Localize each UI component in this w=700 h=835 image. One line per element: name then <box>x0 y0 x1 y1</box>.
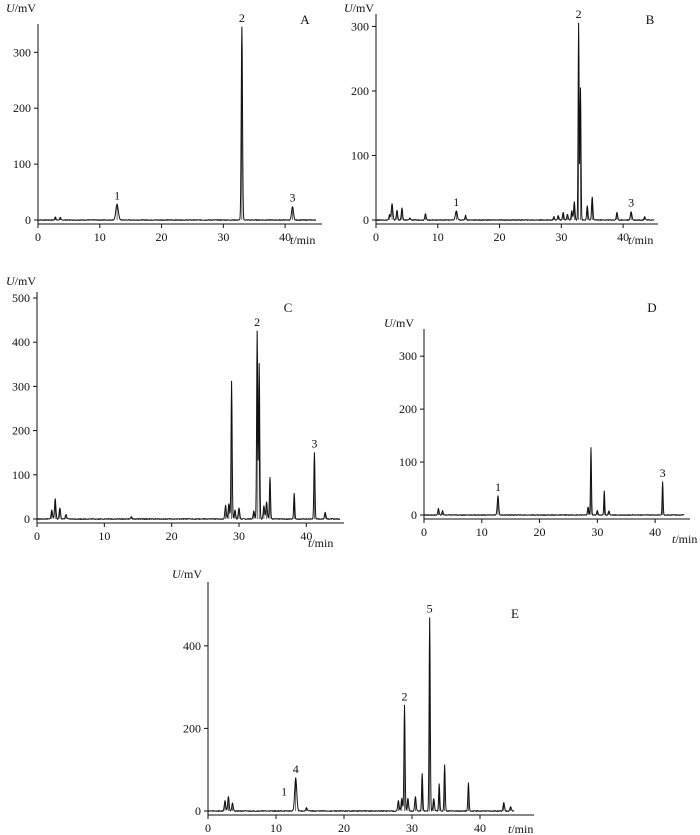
x-axis-label: t/min <box>290 233 315 247</box>
x-tick-label: 0 <box>205 821 211 835</box>
y-tick-label: 500 <box>12 291 30 305</box>
x-tick-label: 20 <box>494 230 506 244</box>
panel-label: B <box>646 12 655 27</box>
x-tick-label: 0 <box>373 230 379 244</box>
panel-e: 0 200 400 0 10 20 30 40 U/mV t/min E 14 2 5 <box>172 567 534 835</box>
x-tick-label: 0 <box>35 230 41 244</box>
x-tick-label: 0 <box>421 525 427 539</box>
peak-label: 4 <box>293 762 299 776</box>
y-tick-label: 0 <box>363 213 369 227</box>
chromatogram-trace <box>423 447 685 516</box>
x-tick-label: 30 <box>555 230 567 244</box>
y-tick-label: 300 <box>351 19 369 33</box>
y-axis-label: U/mV <box>6 1 36 15</box>
peak-label: 3 <box>311 437 317 451</box>
x-tick-label: 30 <box>217 230 229 244</box>
chromatogram-trace <box>37 26 317 221</box>
y-tick-label: 200 <box>351 84 369 98</box>
peak-label: 2 <box>402 690 408 704</box>
x-tick-label: 40 <box>474 821 486 835</box>
y-tick-label: 400 <box>183 639 201 653</box>
panel-label: A <box>300 12 310 27</box>
x-tick-label: 40 <box>279 230 291 244</box>
y-tick-label: 300 <box>13 45 31 59</box>
peak-label: 3 <box>660 466 666 480</box>
x-tick-label: 30 <box>233 529 245 543</box>
y-tick-label: 200 <box>13 101 31 115</box>
chromatogram-trace <box>207 617 515 812</box>
panel-a: 0 100 200 300 0 10 20 30 40 U/mV t/min A 1 2 3 <box>6 1 322 247</box>
y-axis-label: U/mV <box>344 1 374 15</box>
peak-label: 5 <box>427 602 433 616</box>
peak-label: 1 <box>453 195 459 209</box>
peak-label: 3 <box>290 191 296 205</box>
x-axis-label: t/min <box>628 233 653 247</box>
x-tick-label: 0 <box>34 529 40 543</box>
y-tick-label: 200 <box>399 402 417 416</box>
y-tick-label: 0 <box>24 512 30 526</box>
y-axis-label: U/mV <box>172 567 202 581</box>
x-tick-label: 10 <box>270 821 282 835</box>
peak-label: 3 <box>628 196 634 210</box>
panel-d: 0 100 200 300 0 10 20 30 40 U/mV t/min D 1 3 <box>384 300 697 546</box>
x-axis-label: t/min <box>308 536 333 550</box>
peak-label: 2 <box>576 7 582 21</box>
y-tick-label: 100 <box>351 148 369 162</box>
peak-label: 2 <box>254 315 260 329</box>
x-tick-label: 10 <box>432 230 444 244</box>
panel-b: 0 100 200 300 0 10 20 30 40 U/mV t/min B 1 2 3 <box>344 1 658 247</box>
peak-label: 1 <box>495 480 501 494</box>
y-axis-label: U/mV <box>384 316 414 330</box>
peak-label: 1 <box>281 785 287 799</box>
y-tick-label: 300 <box>399 349 417 363</box>
panel-label: E <box>511 606 519 621</box>
x-tick-label: 30 <box>591 525 603 539</box>
peak-label: 1 <box>114 188 120 202</box>
y-tick-label: 100 <box>399 455 417 469</box>
x-tick-label: 40 <box>649 525 661 539</box>
x-tick-label: 20 <box>156 230 168 244</box>
y-tick-label: 100 <box>13 157 31 171</box>
y-axis-label: U/mV <box>6 274 36 288</box>
x-tick-label: 40 <box>617 230 629 244</box>
x-axis-label: t/min <box>672 532 697 546</box>
x-tick-label: 20 <box>338 821 350 835</box>
x-tick-label: 10 <box>94 230 106 244</box>
x-tick-label: 40 <box>300 529 312 543</box>
y-tick-label: 200 <box>12 424 30 438</box>
panel-label: C <box>284 300 293 315</box>
y-tick-label: 0 <box>411 508 417 522</box>
x-tick-label: 20 <box>534 525 546 539</box>
y-tick-label: 400 <box>12 335 30 349</box>
y-tick-label: 300 <box>12 379 30 393</box>
x-tick-label: 30 <box>406 821 418 835</box>
x-tick-label: 20 <box>166 529 178 543</box>
x-tick-label: 10 <box>98 529 110 543</box>
chromatogram-trace <box>36 330 341 520</box>
y-tick-label: 0 <box>195 804 201 818</box>
peak-label: 2 <box>239 11 245 25</box>
x-axis-label: t/min <box>508 822 533 835</box>
y-tick-label: 100 <box>12 468 30 482</box>
panel-c: 0 100 200 300 400 500 0 10 20 30 40 U/mV t/min C 2 3 <box>6 274 344 550</box>
chromatogram-trace <box>375 22 655 221</box>
y-tick-label: 0 <box>25 213 31 227</box>
y-tick-label: 200 <box>183 721 201 735</box>
panel-label: D <box>647 300 656 315</box>
x-tick-label: 10 <box>476 525 488 539</box>
